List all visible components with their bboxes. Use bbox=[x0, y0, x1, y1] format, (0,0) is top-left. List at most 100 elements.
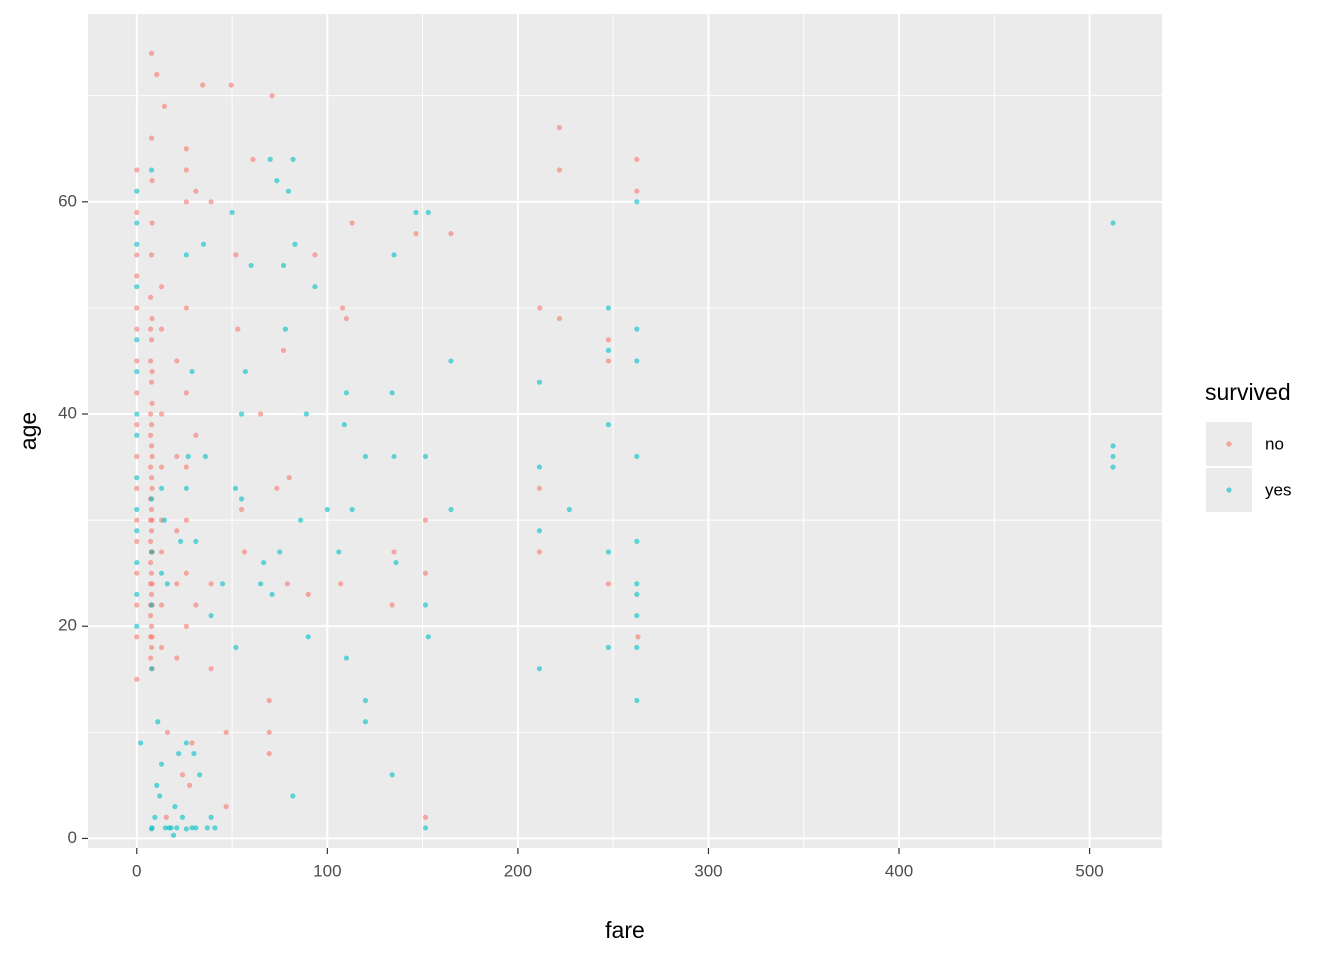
point bbox=[634, 591, 640, 598]
point bbox=[174, 655, 180, 661]
point bbox=[343, 655, 350, 661]
point bbox=[174, 453, 180, 460]
point bbox=[134, 623, 140, 629]
point bbox=[186, 782, 193, 788]
x-tick-label: 200 bbox=[504, 861, 532, 880]
point bbox=[183, 252, 189, 258]
point bbox=[149, 453, 155, 460]
point bbox=[339, 305, 346, 311]
point bbox=[158, 549, 165, 555]
point bbox=[148, 252, 155, 258]
point bbox=[634, 188, 640, 194]
point bbox=[147, 411, 154, 417]
point bbox=[267, 156, 273, 162]
point bbox=[149, 315, 155, 322]
point bbox=[285, 188, 292, 194]
point bbox=[193, 432, 199, 438]
point bbox=[158, 411, 165, 417]
point bbox=[149, 220, 155, 226]
point bbox=[148, 475, 155, 481]
point bbox=[290, 793, 296, 799]
point bbox=[223, 729, 229, 735]
point bbox=[305, 591, 311, 598]
point bbox=[149, 517, 155, 523]
x-tick-label: 500 bbox=[1075, 861, 1103, 880]
point bbox=[391, 252, 397, 258]
point bbox=[134, 273, 140, 279]
point bbox=[154, 782, 160, 788]
point bbox=[605, 337, 612, 343]
point bbox=[148, 135, 155, 141]
point bbox=[389, 602, 395, 608]
point bbox=[248, 262, 254, 269]
point bbox=[183, 570, 189, 576]
point bbox=[286, 475, 292, 481]
point bbox=[148, 666, 155, 672]
point bbox=[148, 379, 155, 385]
point bbox=[413, 231, 419, 237]
point bbox=[413, 209, 419, 216]
point bbox=[269, 93, 275, 99]
point bbox=[149, 581, 155, 587]
point bbox=[219, 581, 226, 587]
point bbox=[425, 209, 431, 216]
point bbox=[422, 453, 429, 460]
point bbox=[634, 697, 640, 704]
point bbox=[147, 464, 154, 470]
point bbox=[183, 464, 189, 470]
y-axis-title: age bbox=[15, 412, 41, 450]
point bbox=[556, 167, 563, 173]
point bbox=[274, 485, 280, 491]
point bbox=[183, 485, 189, 491]
point bbox=[258, 581, 264, 587]
point bbox=[208, 199, 214, 205]
point bbox=[1110, 220, 1116, 226]
point bbox=[250, 156, 256, 162]
point bbox=[147, 613, 154, 619]
point bbox=[258, 411, 264, 417]
point bbox=[303, 411, 309, 417]
point bbox=[241, 549, 248, 555]
point bbox=[235, 326, 241, 332]
point bbox=[208, 581, 214, 587]
point bbox=[148, 167, 155, 173]
point bbox=[634, 453, 640, 460]
legend-swatch bbox=[1226, 441, 1232, 447]
point bbox=[155, 719, 161, 725]
point bbox=[174, 358, 180, 364]
point bbox=[343, 315, 350, 322]
point bbox=[605, 422, 612, 428]
point bbox=[634, 538, 640, 544]
point bbox=[134, 220, 140, 226]
point bbox=[282, 326, 289, 332]
point bbox=[134, 411, 140, 417]
point bbox=[149, 177, 155, 184]
point bbox=[193, 538, 199, 544]
point bbox=[149, 368, 155, 375]
point bbox=[634, 581, 640, 587]
point bbox=[148, 591, 155, 598]
point bbox=[605, 358, 612, 364]
point bbox=[605, 347, 612, 353]
point bbox=[200, 241, 207, 247]
point bbox=[183, 199, 189, 205]
point bbox=[536, 528, 543, 534]
point bbox=[298, 517, 304, 523]
point bbox=[161, 103, 168, 109]
x-tick-label: 0 bbox=[132, 861, 141, 880]
point bbox=[164, 581, 170, 587]
point bbox=[336, 549, 342, 555]
point bbox=[134, 485, 140, 491]
point bbox=[134, 432, 140, 438]
point bbox=[284, 581, 290, 587]
x-axis-title: fare bbox=[605, 917, 645, 943]
point bbox=[134, 538, 140, 544]
point bbox=[238, 496, 245, 502]
point bbox=[183, 623, 189, 629]
point bbox=[391, 453, 397, 460]
point bbox=[232, 485, 239, 491]
point bbox=[233, 252, 239, 258]
point bbox=[393, 559, 399, 566]
point bbox=[266, 750, 272, 757]
panel bbox=[88, 14, 1162, 848]
